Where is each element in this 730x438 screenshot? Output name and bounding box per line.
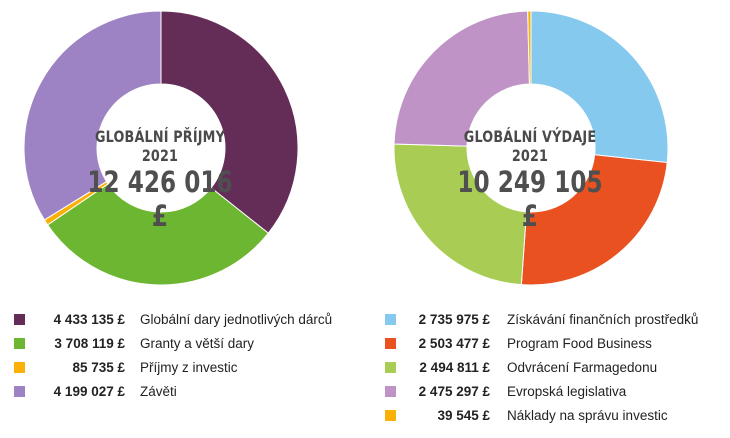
legend-value: 2 735 975 £ bbox=[418, 311, 490, 327]
legend-item: 4 433 135 £ Globální dary jednotlivých d… bbox=[14, 307, 354, 331]
expense-total: 10 249 105 £ bbox=[457, 165, 603, 233]
legend-swatch bbox=[14, 313, 25, 325]
income-center-label: GLOBÁLNÍ PŘÍJMY 2021 12 426 016 £ bbox=[80, 127, 240, 233]
expense-donut bbox=[393, 10, 669, 286]
legend-value: 3 708 119 £ bbox=[54, 335, 125, 351]
legend-label: Náklady na správu investic bbox=[507, 407, 668, 423]
legend-value: 39 545 £ bbox=[437, 407, 490, 423]
legend-label: Získávání finančních prostředků bbox=[507, 311, 699, 327]
legend-item: 2 503 477 £ Program Food Business bbox=[385, 331, 725, 355]
legend-label: Příjmy z investic bbox=[140, 359, 238, 375]
legend-label: Odvrácení Farmagedonu bbox=[507, 359, 658, 375]
slice-fundraising bbox=[530, 10, 669, 164]
expense-legend: 2 735 975 £ Získávání finančních prostře… bbox=[385, 307, 725, 427]
expense-center-label: GLOBÁLNÍ VÝDAJE 2021 10 249 105 £ bbox=[450, 127, 610, 233]
legend-value: 85 735 £ bbox=[72, 359, 125, 375]
income-donut bbox=[23, 10, 299, 286]
legend-item: 2 735 975 £ Získávání finančních prostře… bbox=[385, 307, 725, 331]
income-title: GLOBÁLNÍ PŘÍJMY 2021 bbox=[94, 127, 225, 165]
expense-title: GLOBÁLNÍ VÝDAJE 2021 bbox=[463, 127, 597, 165]
legend-item: 3 708 119 £ Granty a větší dary bbox=[14, 331, 354, 355]
legend-item: 39 545 £ Náklady na správu investic bbox=[385, 403, 725, 427]
slice-investment-costs bbox=[527, 10, 532, 85]
legend-swatch bbox=[385, 361, 396, 373]
legend-item: 2 494 811 £ Odvrácení Farmagedonu bbox=[385, 355, 725, 379]
expense-chart: GLOBÁLNÍ VÝDAJE 2021 10 249 105 £ bbox=[365, 0, 730, 300]
slice-individual-donations bbox=[160, 10, 299, 234]
legend-label: Granty a větší dary bbox=[140, 335, 255, 351]
legend-label: Globální dary jednotlivých dárců bbox=[140, 311, 333, 327]
legend-value: 2 503 477 £ bbox=[418, 335, 490, 351]
legend-label: Program Food Business bbox=[507, 335, 652, 351]
slice-eu-legislation bbox=[393, 10, 530, 147]
slice-food-business bbox=[520, 154, 668, 286]
legend-value: 4 433 135 £ bbox=[53, 311, 125, 327]
legend-swatch bbox=[385, 337, 396, 349]
legend-value: 2 475 297 £ bbox=[418, 383, 490, 399]
legend-swatch bbox=[385, 385, 396, 397]
income-total: 12 426 016 £ bbox=[87, 165, 233, 233]
legend-value: 2 494 811 £ bbox=[419, 359, 490, 375]
slice-grants bbox=[46, 183, 270, 286]
legend-swatch bbox=[385, 313, 396, 325]
income-legend: 4 433 135 £ Globální dary jednotlivých d… bbox=[14, 307, 354, 403]
legend-label: Evropská legislativa bbox=[507, 383, 627, 399]
legend-item: 2 475 297 £ Evropská legislativa bbox=[385, 379, 725, 403]
slice-farmageddon bbox=[393, 143, 528, 286]
legend-swatch bbox=[14, 385, 25, 397]
income-chart: GLOBÁLNÍ PŘÍJMY 2021 12 426 016 £ bbox=[0, 0, 365, 300]
legend-swatch bbox=[14, 361, 25, 373]
legend-label: Závěti bbox=[140, 383, 177, 399]
slice-legacies bbox=[23, 10, 162, 221]
legend-item: 85 735 £ Příjmy z investic bbox=[14, 355, 354, 379]
legend-swatch bbox=[14, 337, 25, 349]
legend-swatch bbox=[385, 409, 396, 421]
legend-item: 4 199 027 £ Závěti bbox=[14, 379, 354, 403]
legend-value: 4 199 027 £ bbox=[53, 383, 125, 399]
